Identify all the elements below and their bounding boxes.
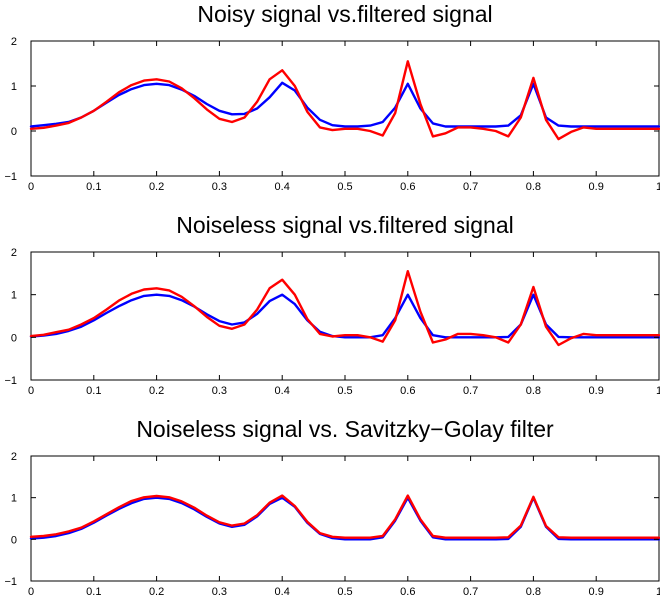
x-tick-label: 0.7 — [463, 181, 478, 193]
x-tick-label: 0.2 — [149, 385, 164, 397]
chart-title: Noisy signal vs.filtered signal — [197, 1, 492, 27]
x-tick-label: 0.7 — [463, 586, 478, 598]
x-tick-label: 0.1 — [86, 586, 101, 598]
x-tick-label: 0.8 — [526, 181, 541, 193]
plot-area — [30, 455, 660, 582]
x-tick-label: 0.1 — [86, 385, 101, 397]
x-tick-label: 0 — [28, 586, 34, 598]
subplot-1: Noisy signal vs.filtered signal 0 0.1 0.2 0.… — [4, 1, 660, 193]
x-tick-label: 0.3 — [212, 586, 227, 598]
y-tick-label: 2 — [11, 247, 17, 259]
y-tick-label: −1 — [4, 576, 17, 588]
x-tick-label: 0.4 — [275, 181, 290, 193]
series-line-1 — [29, 293, 660, 339]
x-tick-label: 0.4 — [275, 586, 290, 598]
x-tick-label: 0.4 — [275, 385, 290, 397]
x-tick-label: 0.9 — [589, 586, 604, 598]
x-tick-label: 0.6 — [400, 181, 415, 193]
x-tick-label: 0.5 — [337, 586, 352, 598]
x-tick-label: 0.3 — [212, 181, 227, 193]
x-tick-label: 0.6 — [400, 385, 415, 397]
subplot-3: Noiseless signal vs. Savitzky−Golay filt… — [4, 416, 660, 598]
series-line-2 — [29, 494, 660, 539]
plot-area — [30, 251, 660, 381]
x-tick-label: 0.9 — [589, 181, 604, 193]
y-tick-label: 1 — [11, 81, 17, 93]
subplot-2: Noiseless signal vs.filtered signal 0 0.1 0… — [4, 212, 660, 397]
y-tick-label: 1 — [11, 290, 17, 302]
x-tick-label: 0.6 — [400, 586, 415, 598]
x-tick-label: 0.3 — [212, 385, 227, 397]
y-tick-label: 0 — [11, 126, 17, 138]
y-tick-label: 0 — [11, 534, 17, 546]
series-line-2 — [29, 60, 660, 141]
y-tick-label: −1 — [4, 375, 17, 387]
y-tick-label: −1 — [4, 171, 17, 183]
x-tick-label: 1 — [656, 586, 660, 598]
y-tick-label: 2 — [11, 36, 17, 48]
x-tick-label: 1 — [656, 385, 660, 397]
x-tick-label: 0.8 — [526, 586, 541, 598]
chart-title: Noiseless signal vs. Savitzky−Golay filt… — [136, 416, 554, 442]
x-tick-label: 0.9 — [589, 385, 604, 397]
x-tick-label: 0.1 — [86, 181, 101, 193]
y-tick-label: 2 — [11, 451, 17, 463]
x-tick-label: 0.2 — [149, 181, 164, 193]
x-tick-label: 0.5 — [337, 181, 352, 193]
series-line-2 — [29, 270, 660, 347]
y-tick-label: 0 — [11, 332, 17, 344]
x-tick-label: 0.5 — [337, 385, 352, 397]
series-line-1 — [29, 81, 660, 128]
x-tick-label: 0.2 — [149, 586, 164, 598]
x-tick-label: 0 — [28, 385, 34, 397]
x-tick-label: 0.8 — [526, 385, 541, 397]
x-tick-label: 0.7 — [463, 385, 478, 397]
x-tick-label: 0 — [28, 181, 34, 193]
chart-title: Noiseless signal vs.filtered signal — [176, 212, 514, 238]
plot-area — [30, 40, 660, 177]
y-tick-label: 1 — [11, 493, 17, 505]
x-tick-label: 1 — [656, 181, 660, 193]
